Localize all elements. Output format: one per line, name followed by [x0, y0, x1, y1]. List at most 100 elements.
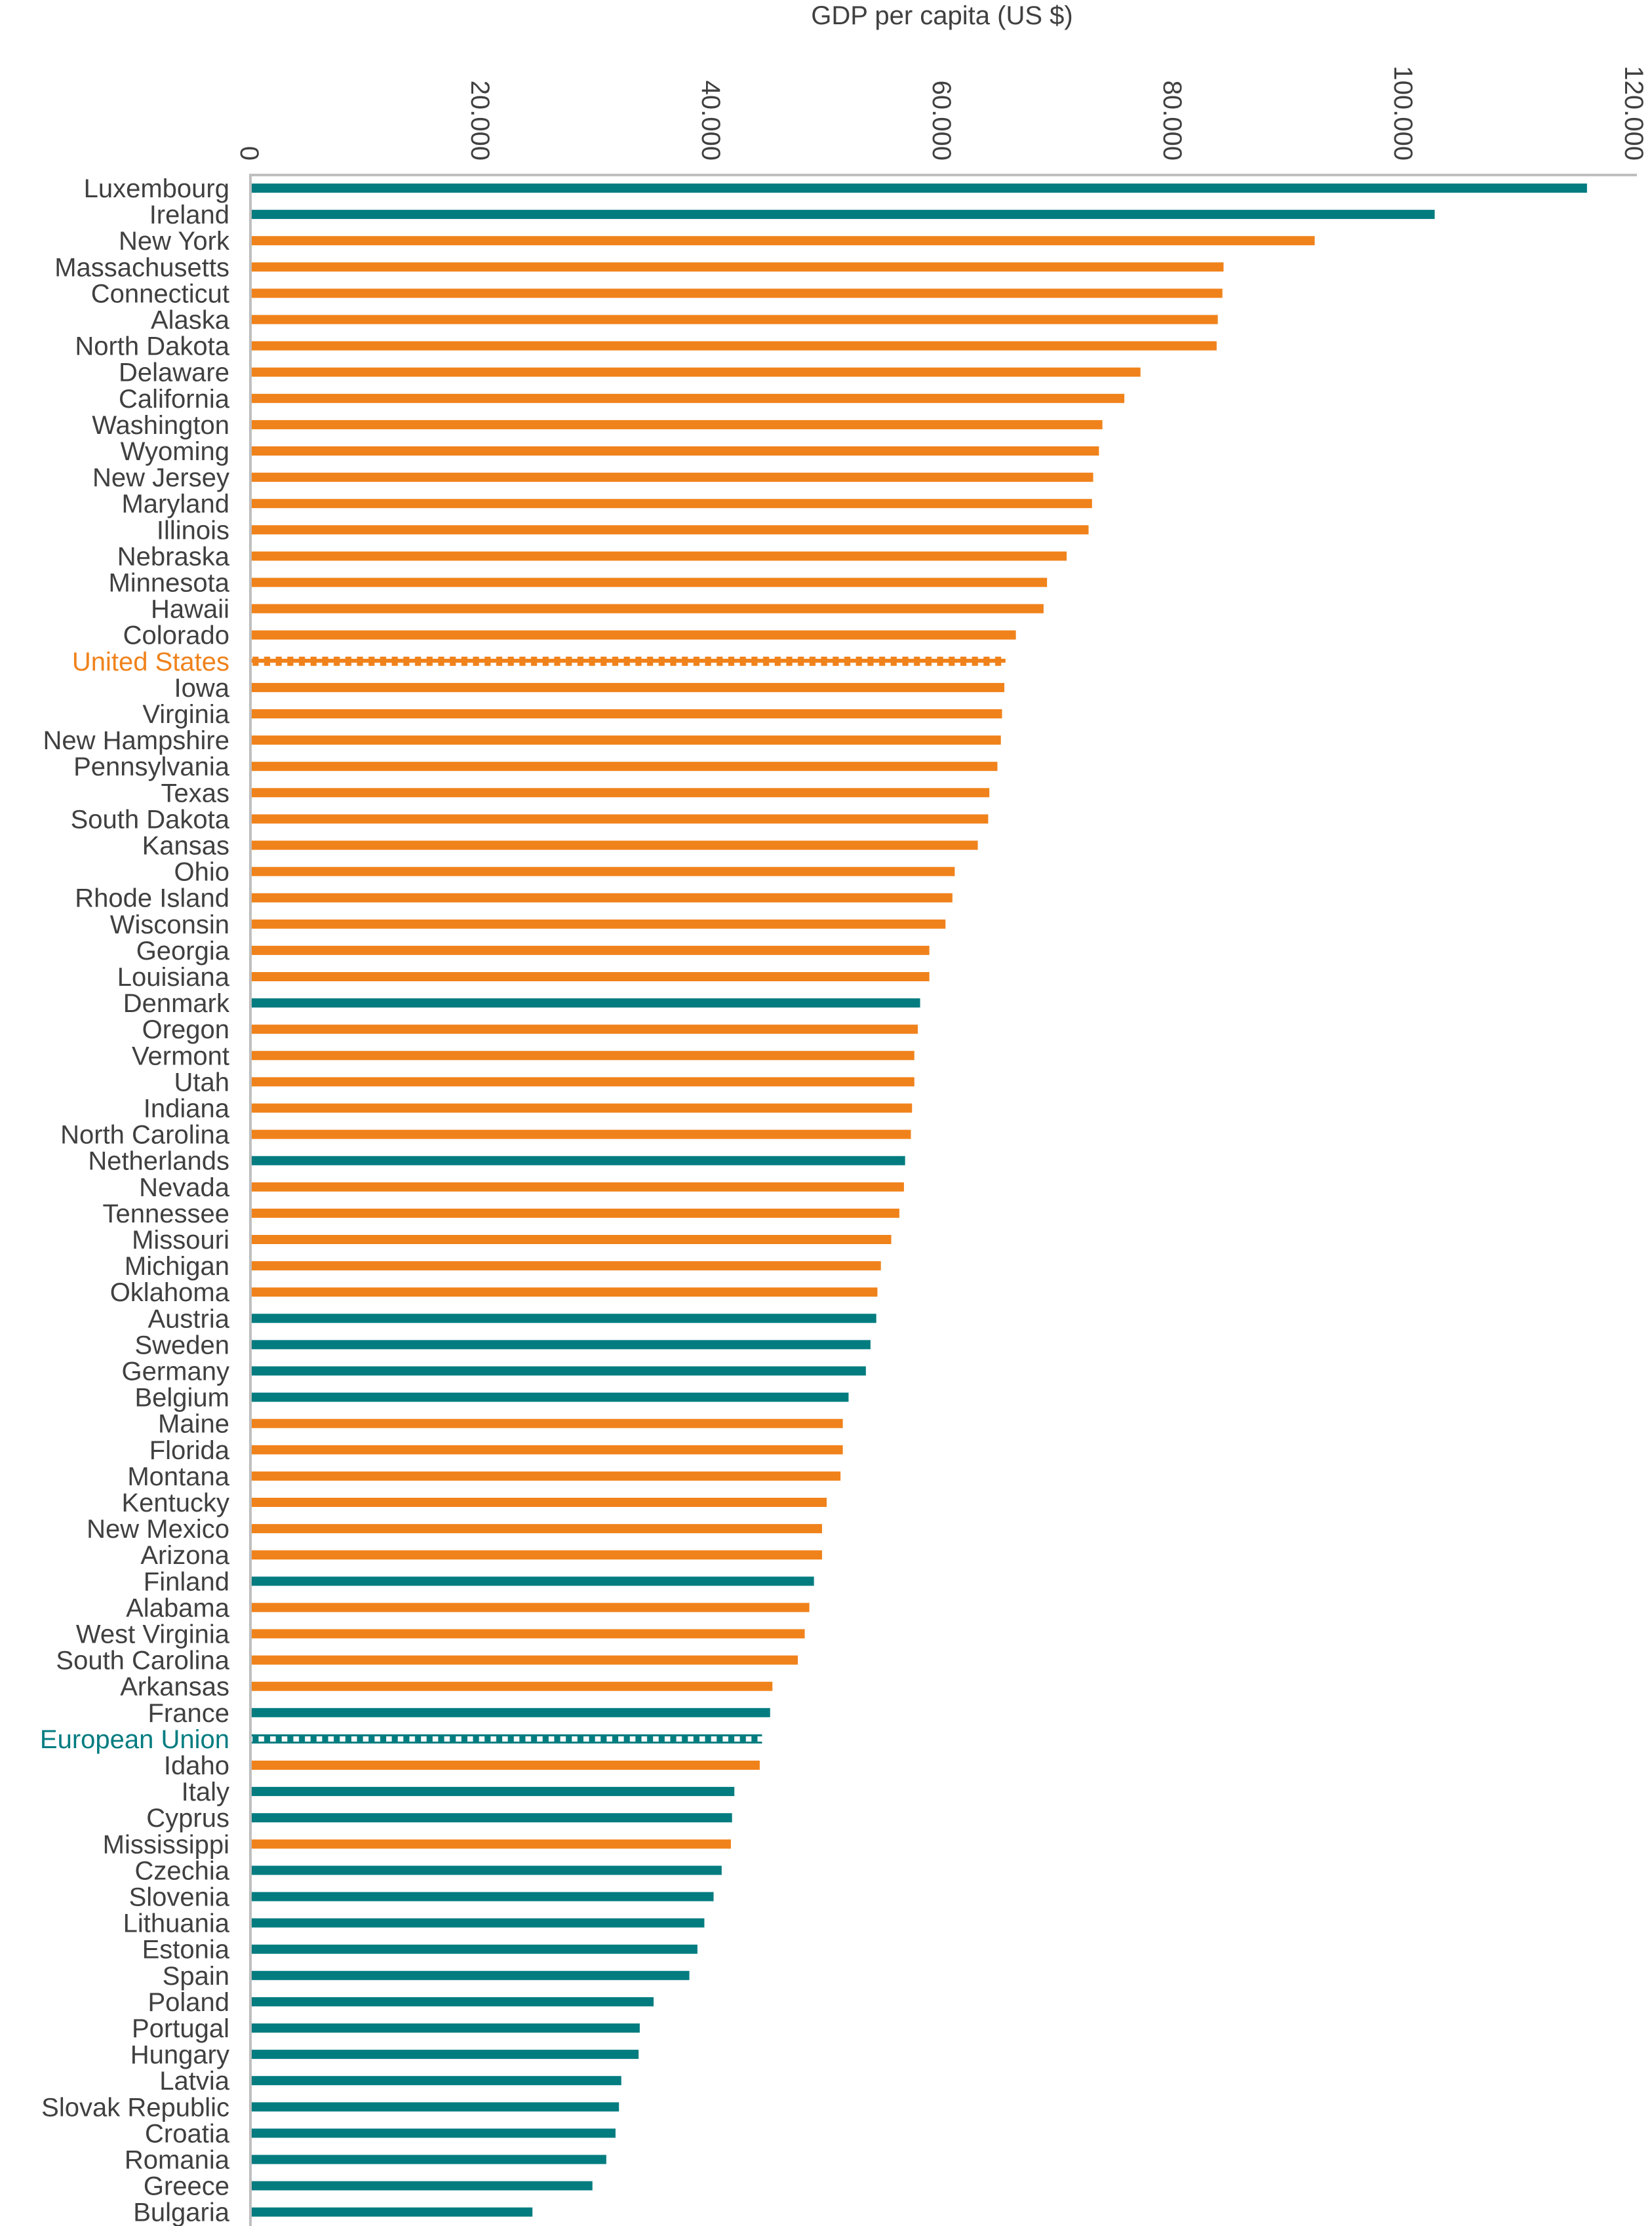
bar-maine — [252, 1418, 843, 1428]
bar-georgia — [252, 945, 930, 955]
category-label-south-dakota: South Dakota — [71, 805, 230, 834]
category-label-mississippi: Mississippi — [103, 1830, 229, 1859]
category-label-new-york: New York — [119, 227, 230, 256]
bar-hungary — [252, 2050, 639, 2060]
bar-new-jersey — [252, 473, 1093, 482]
x-tick-label: 100.000 — [1388, 66, 1417, 161]
category-label-new-mexico: New Mexico — [87, 1515, 229, 1544]
category-label-nebraska: Nebraska — [117, 542, 230, 571]
bars — [252, 184, 1587, 2217]
category-label-connecticut: Connecticut — [91, 279, 229, 308]
bar-bulgaria — [252, 2207, 533, 2217]
category-label-virginia: Virginia — [142, 700, 229, 729]
category-label-maryland: Maryland — [121, 490, 229, 518]
category-label-wisconsin: Wisconsin — [110, 910, 229, 939]
bar-idaho — [252, 1761, 760, 1770]
category-label-slovak-republic: Slovak Republic — [41, 2093, 229, 2122]
bar-poland — [252, 1997, 654, 2006]
bar-belgium — [252, 1392, 849, 1402]
category-label-estonia: Estonia — [142, 1936, 230, 1964]
bar-louisiana — [252, 972, 930, 981]
category-label-arizona: Arizona — [140, 1541, 229, 1570]
category-label-kansas: Kansas — [142, 832, 229, 861]
category-label-kentucky: Kentucky — [121, 1489, 229, 1517]
category-label-slovenia: Slovenia — [129, 1883, 230, 1912]
bar-rhode-island — [252, 893, 953, 903]
category-label-alaska: Alaska — [151, 306, 230, 335]
bar-texas — [252, 788, 990, 798]
category-label-new-hampshire: New Hampshire — [43, 726, 229, 755]
category-label-iowa: Iowa — [174, 674, 230, 703]
bar-ohio — [252, 867, 955, 876]
bar-wisconsin — [252, 919, 946, 929]
category-label-massachusetts: Massachusetts — [54, 253, 229, 282]
category-label-illinois: Illinois — [157, 516, 229, 545]
bar-west-virginia — [252, 1629, 805, 1639]
bar-illinois — [252, 525, 1089, 535]
category-label-czechia: Czechia — [134, 1856, 229, 1885]
category-label-missouri: Missouri — [132, 1226, 229, 1255]
category-label-washington: Washington — [92, 411, 229, 440]
bar-california — [252, 393, 1125, 403]
category-label-hawaii: Hawaii — [151, 595, 229, 624]
bar-austria — [252, 1314, 876, 1323]
bar-kentucky — [252, 1498, 827, 1507]
bar-denmark — [252, 998, 920, 1008]
bar-wyoming — [252, 446, 1099, 456]
bar-delaware — [252, 367, 1141, 377]
bar-portugal — [252, 2023, 640, 2033]
category-label-france: France — [148, 1699, 230, 1728]
bar-latvia — [252, 2076, 621, 2086]
category-label-arkansas: Arkansas — [120, 1673, 229, 1702]
bar-arizona — [252, 1550, 822, 1560]
bar-luxembourg — [252, 184, 1587, 193]
x-axis-title: GDP per capita (US $) — [811, 1, 1073, 30]
category-label-cyprus: Cyprus — [146, 1804, 229, 1833]
bar-montana — [252, 1471, 841, 1481]
category-label-utah: Utah — [174, 1068, 230, 1097]
bar-colorado — [252, 630, 1016, 640]
bar-greece — [252, 2181, 593, 2191]
category-label-tennessee: Tennessee — [103, 1200, 229, 1228]
bar-washington — [252, 420, 1103, 429]
bar-spain — [252, 1970, 690, 1980]
bar-mississippi — [252, 1839, 731, 1849]
bar-italy — [252, 1787, 735, 1797]
category-label-ohio: Ohio — [174, 858, 230, 887]
category-label-finland: Finland — [144, 1567, 229, 1596]
bar-south-carolina — [252, 1655, 798, 1665]
category-label-greece: Greece — [144, 2172, 229, 2201]
bar-european-union — [252, 1734, 762, 1744]
bar-utah — [252, 1077, 914, 1087]
category-label-italy: Italy — [182, 1778, 229, 1806]
category-label-maine: Maine — [158, 1410, 229, 1439]
bar-connecticut — [252, 288, 1223, 298]
category-label-colorado: Colorado — [123, 621, 229, 650]
category-label-georgia: Georgia — [136, 937, 230, 966]
category-label-louisiana: Louisiana — [117, 963, 230, 992]
category-label-lithuania: Lithuania — [123, 1909, 230, 1938]
category-label-sweden: Sweden — [134, 1331, 229, 1359]
bar-alaska — [252, 315, 1218, 324]
bar-romania — [252, 2155, 606, 2164]
category-label-new-jersey: New Jersey — [92, 463, 229, 492]
bar-north-dakota — [252, 341, 1217, 351]
bar-florida — [252, 1445, 843, 1455]
category-label-netherlands: Netherlands — [88, 1147, 229, 1176]
bar-germany — [252, 1366, 866, 1376]
category-label-oregon: Oregon — [142, 1015, 229, 1044]
category-label-indiana: Indiana — [144, 1095, 230, 1123]
bar-nebraska — [252, 551, 1067, 561]
bar-kansas — [252, 840, 978, 850]
bar-iowa — [252, 682, 1005, 692]
category-label-florida: Florida — [149, 1436, 230, 1465]
bar-oregon — [252, 1025, 918, 1034]
category-label-poland: Poland — [148, 1988, 229, 2017]
category-label-north-dakota: North Dakota — [75, 332, 229, 361]
bar-pennsylvania — [252, 762, 998, 771]
category-label-west-virginia: West Virginia — [76, 1620, 230, 1649]
bar-ireland — [252, 210, 1435, 220]
bar-south-dakota — [252, 814, 989, 824]
category-label-ireland: Ireland — [149, 201, 229, 229]
